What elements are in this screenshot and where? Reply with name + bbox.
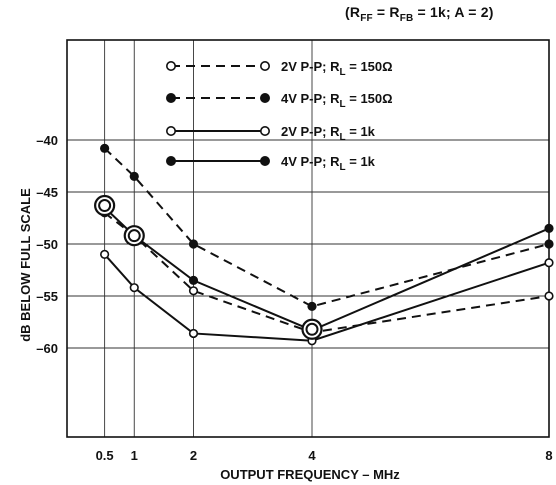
data-point bbox=[544, 291, 554, 301]
data-point bbox=[544, 258, 554, 268]
data-point bbox=[188, 239, 199, 249]
highlight-inner-ring bbox=[127, 229, 141, 243]
data-point bbox=[129, 283, 139, 293]
legend-label: 4V P-P; RL = 150Ω bbox=[281, 91, 393, 110]
legend-label: 4V P-P; RL = 1k bbox=[281, 154, 376, 173]
highlight-point bbox=[301, 318, 323, 340]
y-tick-label: –45 bbox=[36, 185, 58, 200]
legend-entry: 4V P-P; RL = 1k bbox=[166, 154, 376, 173]
plot-frame bbox=[66, 39, 550, 438]
data-point bbox=[100, 143, 110, 153]
data-point bbox=[188, 328, 199, 339]
x-tick-label: 1 bbox=[131, 448, 138, 463]
legend-marker bbox=[259, 93, 270, 104]
data-point bbox=[544, 223, 554, 233]
y-tick-label: –50 bbox=[36, 237, 58, 252]
test-conditions: (RFF = RFB = 1k; A = 2) bbox=[345, 4, 494, 24]
legend-marker bbox=[259, 126, 270, 137]
data-point bbox=[307, 301, 317, 312]
series-3 bbox=[100, 249, 554, 346]
legend-marker bbox=[166, 60, 177, 71]
highlight-inner-ring bbox=[305, 322, 319, 336]
legend-marker bbox=[166, 126, 177, 137]
data-point bbox=[544, 239, 554, 249]
series-line bbox=[103, 147, 550, 308]
legend-marker bbox=[166, 93, 177, 104]
series-line bbox=[103, 206, 550, 332]
data-point bbox=[129, 171, 139, 181]
highlight-inner-ring bbox=[98, 199, 112, 213]
highlight-point bbox=[94, 194, 116, 217]
series-line bbox=[103, 253, 550, 342]
y-tick-label: –40 bbox=[36, 133, 58, 148]
legend-entry: 2V P-P; RL = 150Ω bbox=[166, 59, 393, 78]
x-tick-label: 2 bbox=[190, 448, 197, 463]
legend-marker bbox=[259, 60, 270, 71]
data-point bbox=[188, 286, 199, 296]
y-tick-label: –55 bbox=[36, 289, 58, 304]
x-tick-label: 4 bbox=[308, 448, 316, 463]
data-point bbox=[100, 249, 110, 259]
legend-label: 2V P-P; RL = 1k bbox=[281, 124, 376, 143]
series-line bbox=[104, 212, 550, 334]
x-tick-label: 0.5 bbox=[96, 448, 114, 463]
y-axis-title: dB BELOW FULL SCALE bbox=[18, 188, 33, 342]
x-tick-label: 8 bbox=[545, 448, 552, 463]
legend-marker bbox=[166, 156, 177, 167]
legend-label: 2V P-P; RL = 150Ω bbox=[281, 59, 393, 78]
legend-marker bbox=[259, 156, 270, 167]
legend-entry: 4V P-P; RL = 150Ω bbox=[166, 91, 393, 110]
legend-entry: 2V P-P; RL = 1k bbox=[166, 124, 376, 143]
data-point bbox=[188, 275, 199, 286]
y-tick-label: –60 bbox=[36, 341, 58, 356]
highlight-point bbox=[123, 225, 145, 247]
series-2 bbox=[100, 143, 554, 312]
x-axis-title: OUTPUT FREQUENCY – MHz bbox=[220, 467, 400, 482]
series-1 bbox=[100, 208, 554, 338]
